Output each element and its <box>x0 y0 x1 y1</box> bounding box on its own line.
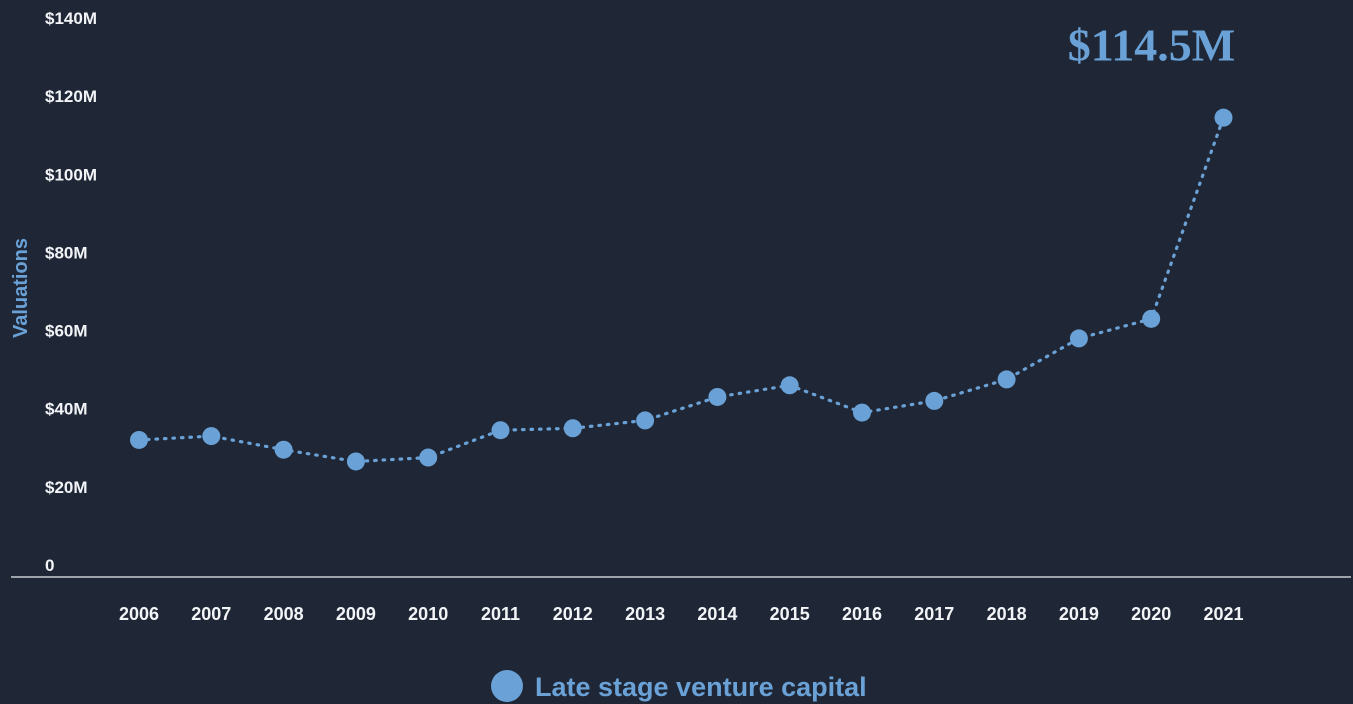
y-axis-label: Valuations <box>10 238 32 338</box>
data-point <box>130 430 148 449</box>
data-point <box>1142 309 1161 328</box>
series-line <box>137 116 1226 464</box>
x-tick-label: 2010 <box>408 604 448 624</box>
x-tick-label: 2020 <box>1131 604 1171 624</box>
data-point <box>708 387 727 406</box>
y-tick-label: 0 <box>45 556 54 575</box>
x-tick-label: 2007 <box>191 604 231 624</box>
x-axis-ticks: 2006 2007 2008 2009 2010 2011 2012 2013 2014 2015… <box>119 604 1244 624</box>
y-tick-label: $60M <box>45 322 88 341</box>
x-tick-label: 2018 <box>987 604 1027 624</box>
data-point <box>491 421 510 440</box>
data-point <box>997 370 1016 389</box>
x-tick-label: 2009 <box>336 604 376 624</box>
x-tick-label: 2008 <box>264 604 304 624</box>
data-point <box>202 427 221 446</box>
data-point <box>1069 329 1088 348</box>
y-tick-label: $100M <box>45 165 97 184</box>
data-point <box>563 419 582 438</box>
legend-marker <box>491 670 523 702</box>
data-point <box>636 411 655 430</box>
y-tick-label: $40M <box>45 400 88 419</box>
data-point <box>274 440 293 459</box>
y-tick-label: $20M <box>45 478 88 497</box>
data-point <box>1214 108 1233 127</box>
data-point <box>419 448 438 467</box>
y-axis-ticks: 0 $20M $40M $60M $80M $100M $120M $140M <box>45 9 97 575</box>
x-tick-label: 2015 <box>770 604 810 624</box>
x-tick-label: 2014 <box>697 604 737 624</box>
legend-label: Late stage venture capital <box>535 672 867 702</box>
x-tick-label: 2013 <box>625 604 665 624</box>
x-tick-label: 2016 <box>842 604 882 624</box>
x-tick-label: 2012 <box>553 604 593 624</box>
x-tick-label: 2021 <box>1203 604 1243 624</box>
x-tick-label: 2006 <box>119 604 159 624</box>
data-point <box>925 391 944 410</box>
x-tick-label: 2011 <box>481 604 520 624</box>
x-tick-label: 2019 <box>1059 604 1099 624</box>
value-callout: $114.5M <box>1068 20 1235 71</box>
series-points <box>130 108 1233 471</box>
data-point <box>853 403 871 422</box>
data-point <box>346 452 365 471</box>
y-tick-label: $120M <box>45 87 97 106</box>
y-tick-label: $140M <box>45 9 97 28</box>
legend: Late stage venture capital <box>491 670 867 702</box>
x-tick-label: 2017 <box>914 604 954 624</box>
data-point <box>780 376 799 395</box>
y-tick-label: $80M <box>45 243 88 262</box>
